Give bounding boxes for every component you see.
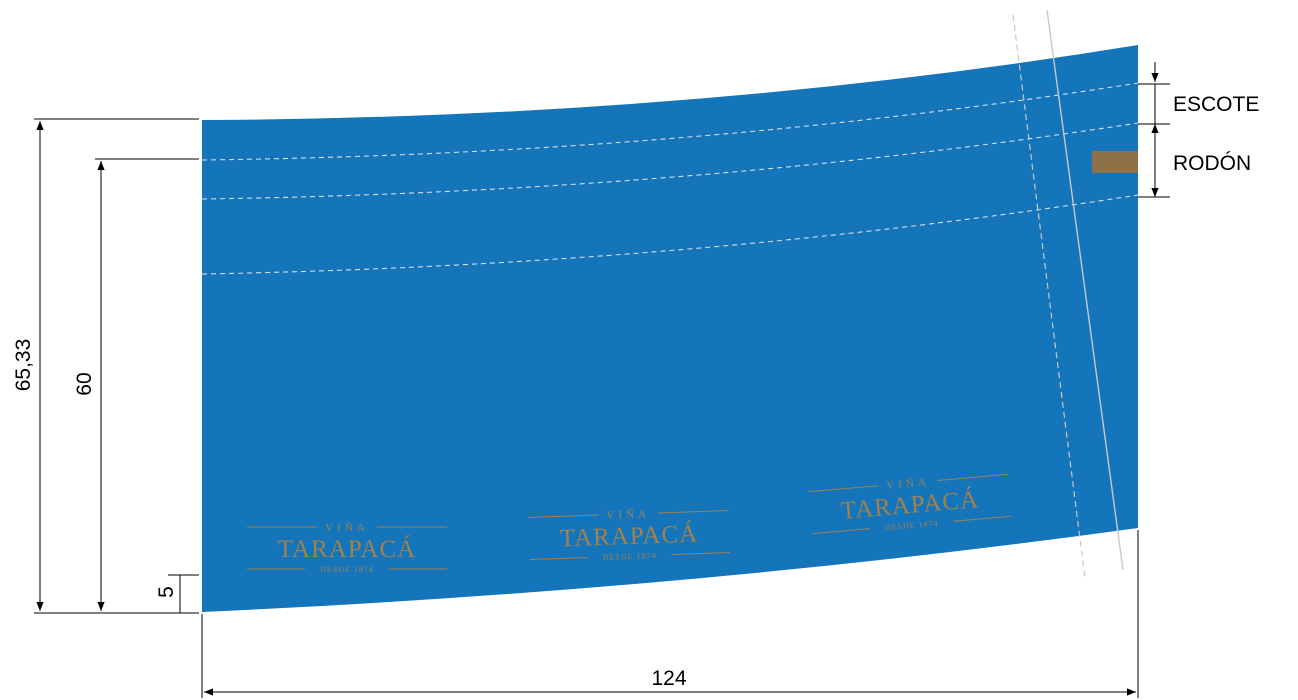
logo-top-text: VIÑA <box>886 476 930 492</box>
logo-top-text: VIÑA <box>325 522 369 534</box>
dimension-bottom-margin <box>168 574 199 613</box>
escote-label: ESCOTE <box>1173 93 1259 116</box>
logo-main-text: TARAPACÁ <box>559 520 698 553</box>
dimension-print-height-label: 60 <box>73 372 96 395</box>
neckline-fold-line <box>201 82 1139 161</box>
logo-2: VIÑA TARAPACÁ DESDE 1874 <box>528 508 730 562</box>
logo-main-text: TARAPACÁ <box>278 535 416 563</box>
dimension-width <box>201 530 1139 698</box>
lower-fold-line <box>201 194 1139 275</box>
roll-fold-line <box>201 122 1139 200</box>
label-shape <box>202 45 1138 612</box>
logo-top-text: VIÑA <box>606 508 650 522</box>
dimension-total-height-label: 65,33 <box>12 339 35 392</box>
dimension-print-height <box>95 158 199 611</box>
logo-1: VIÑA TARAPACÁ DESDE 1874 <box>247 522 447 574</box>
logo-sub-text: DESDE 1874 <box>320 565 374 574</box>
rodon-label: RODÓN <box>1173 152 1251 175</box>
logo-sub-text: DESDE 1874 <box>603 551 657 562</box>
overlap-solid-line <box>1046 9 1124 571</box>
overlap-dashed-line <box>1012 14 1086 579</box>
dimension-bottom-margin-label: 5 <box>155 586 178 598</box>
fold-lines <box>201 82 1139 275</box>
roll-swatch <box>1092 151 1138 173</box>
dimension-width-label: 124 <box>651 667 686 690</box>
dimension-total-height <box>34 118 199 614</box>
dimension-neck-roll <box>1138 62 1170 198</box>
